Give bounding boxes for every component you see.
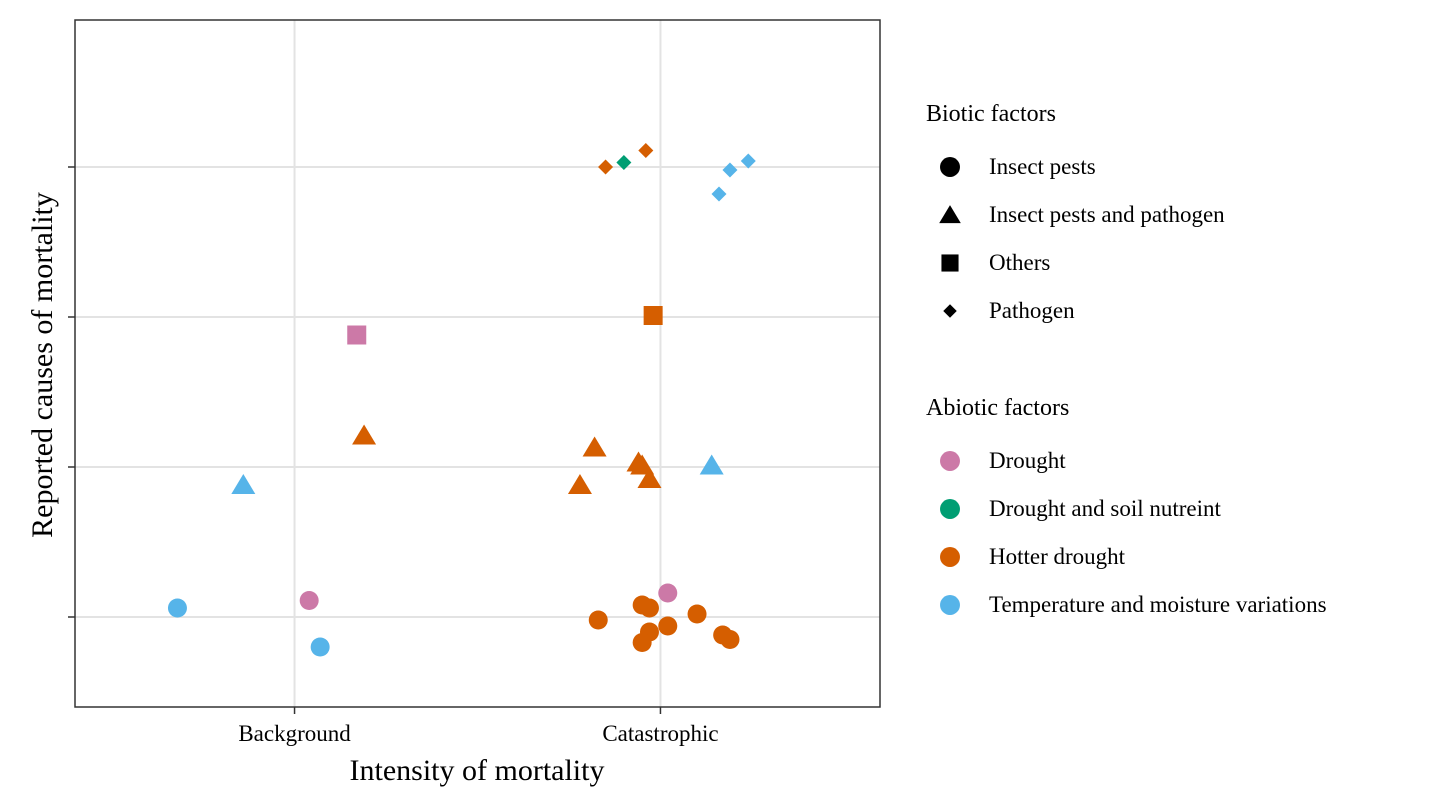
data-point-circle (658, 616, 678, 636)
data-point-circle (720, 630, 740, 649)
data-point-diamond (722, 162, 738, 178)
plot-panel-border (74, 19, 881, 708)
legend-title-abiotic: Abiotic factors (926, 395, 1070, 421)
legend-circle-icon (940, 595, 960, 615)
x-tick-label: Background (238, 721, 351, 746)
data-point-triangle (637, 468, 662, 488)
legend-label: Others (989, 250, 1051, 275)
legend-label: Hotter drought (989, 544, 1126, 569)
legend-item-abiotic: Drought and soil nutreint (926, 494, 1406, 524)
data-point-circle (588, 610, 608, 630)
data-point-triangle (231, 474, 256, 494)
data-point-circle (299, 591, 319, 610)
legend-circle-icon (940, 451, 960, 471)
legend-circle-icon (940, 499, 960, 519)
data-point-circle (167, 598, 187, 618)
legend-title-biotic: Biotic factors (926, 101, 1056, 127)
y-axis-label: Reported causes of mortality (26, 192, 59, 538)
legend-item-biotic: Others (926, 248, 1406, 278)
legend-label: Pathogen (989, 298, 1075, 323)
data-point-circle (658, 583, 678, 603)
axis-ticks: Background Catastrophic (68, 166, 719, 746)
data-points (167, 143, 756, 657)
legend-label: Temperature and moisture variations (989, 592, 1327, 617)
legend-label: Drought (989, 448, 1066, 473)
x-tick-label: Catastrophic (602, 721, 718, 746)
legend-item-biotic: Insect pests and pathogen (926, 200, 1406, 230)
legend-label: Insect pests (989, 154, 1096, 179)
legend-triangle-icon (939, 205, 961, 224)
x-axis-label: Intensity of mortality (350, 754, 605, 787)
legend-circle-icon (940, 547, 960, 567)
data-point-circle (639, 598, 659, 618)
legend-diamond-icon (943, 304, 957, 318)
legend-item-biotic: Pathogen (926, 296, 1406, 326)
legend-item-abiotic: Drought (926, 446, 1406, 476)
data-point-diamond (638, 143, 654, 158)
legend-label: Drought and soil nutreint (989, 496, 1221, 521)
data-point-triangle (582, 436, 607, 457)
data-point-diamond (598, 159, 614, 175)
legend-label: Insect pests and pathogen (989, 202, 1225, 227)
legend-circle-icon (940, 157, 960, 177)
data-point-triangle (567, 474, 592, 494)
data-point-circle (632, 633, 652, 652)
legend-item-abiotic: Hotter drought (926, 542, 1406, 572)
data-point-diamond (740, 153, 756, 169)
scatter-chart: Background Catastrophic Intensity of mort… (26, 19, 881, 787)
data-point-triangle (699, 454, 724, 475)
legend-item-abiotic: Temperature and moisture variations (926, 590, 1406, 620)
data-point-square (643, 306, 663, 325)
data-point-diamond (711, 186, 727, 202)
legend-square-icon (941, 254, 959, 272)
data-point-triangle (630, 454, 655, 475)
data-point-triangle (352, 424, 377, 445)
data-point-circle (310, 637, 330, 657)
grid-lines (75, 20, 880, 707)
data-point-diamond (616, 155, 632, 170)
data-point-square (347, 325, 367, 345)
data-point-circle (687, 604, 707, 624)
legend-item-biotic: Insect pests (926, 152, 1406, 182)
legend: Biotic factors Insect pests Insect pests … (926, 0, 1426, 807)
